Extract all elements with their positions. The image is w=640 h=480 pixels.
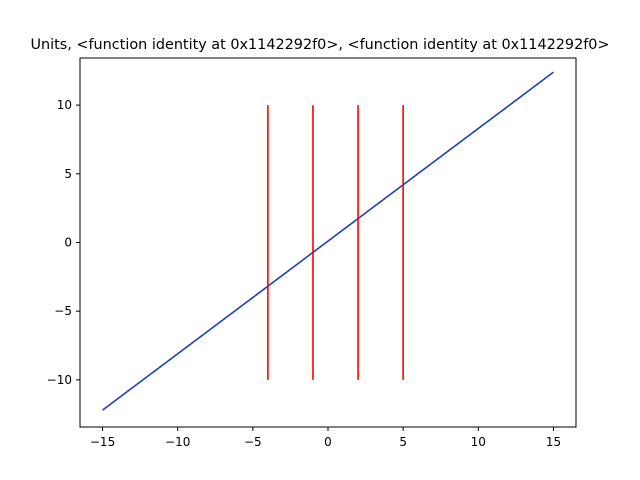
x-tick-label-5: 10 xyxy=(471,435,486,449)
y-axis: −10 −5 0 5 10 xyxy=(47,98,80,387)
y-tick-label-2: 0 xyxy=(64,236,72,250)
y-tick-label-4: 10 xyxy=(57,98,72,112)
y-tick-label-0: −10 xyxy=(47,373,72,387)
y-tick-label-3: 5 xyxy=(64,167,72,181)
x-tick-label-2: −5 xyxy=(244,435,262,449)
x-axis: −15 −10 −5 0 5 10 15 xyxy=(90,427,561,449)
chart-title: Units, <function identity at 0x1142292f0… xyxy=(30,37,609,53)
x-tick-label-3: 0 xyxy=(324,435,332,449)
y-tick-label-1: −5 xyxy=(54,304,72,318)
x-tick-label-4: 5 xyxy=(399,435,407,449)
plot-marks xyxy=(102,71,554,411)
x-tick-label-0: −15 xyxy=(90,435,115,449)
series-line-0 xyxy=(102,71,554,411)
x-tick-label-1: −10 xyxy=(165,435,190,449)
x-tick-label-6: 15 xyxy=(546,435,561,449)
